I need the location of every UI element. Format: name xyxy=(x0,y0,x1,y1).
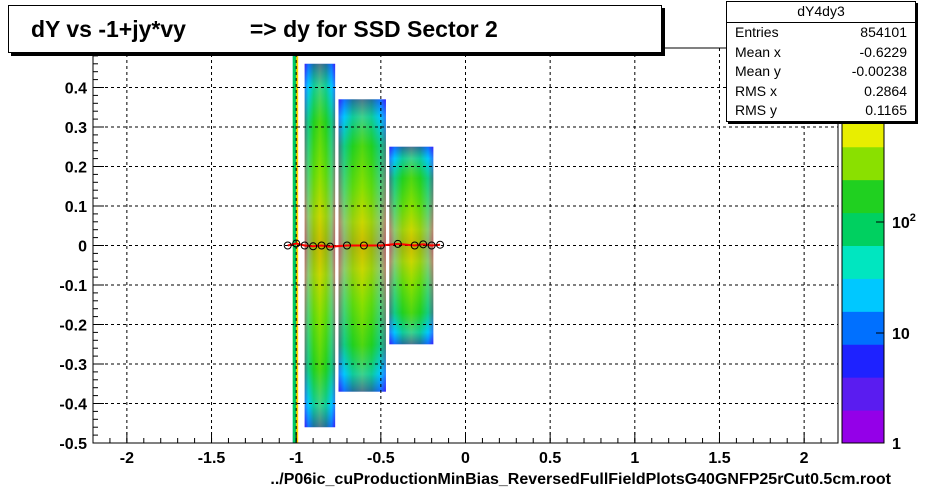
y-tick-label: -0.1 xyxy=(59,278,87,295)
stats-value: -0.6229 xyxy=(859,43,907,60)
x-axis-label: ../P06ic_cuProductionMinBias_ReversedFul… xyxy=(270,471,891,488)
title-box: dY vs -1+jy*vy => dy for SSD Sector 2 xyxy=(8,5,662,53)
profile-point xyxy=(342,241,351,250)
profile-point xyxy=(283,241,292,250)
profile-point xyxy=(309,242,318,251)
profile-point xyxy=(292,239,301,248)
stats-value: 854101 xyxy=(860,24,907,40)
palette-swatch xyxy=(842,179,884,214)
stats-value: 0.2864 xyxy=(864,82,907,99)
profile-point xyxy=(436,240,445,249)
heatmap-edge-bar xyxy=(292,48,298,443)
profile-point xyxy=(410,241,419,250)
stats-row-mean-y: Mean y -0.00238 xyxy=(727,62,915,82)
x-tick-label: -0.5 xyxy=(367,450,395,467)
z-tick-label: 102 xyxy=(892,212,916,232)
x-tick-label: 0 xyxy=(461,450,470,467)
axes: -2 -1.5 -1 -0.5 0 0.5 1 1.5 2 -0.5 -0.4 -0.3 -0.2 -0.… xyxy=(59,47,839,467)
profile-point xyxy=(326,242,335,251)
palette-swatch xyxy=(842,212,884,246)
x-tick-label: -1.5 xyxy=(198,450,226,467)
plot-title: dY vs -1+jy*vy => dy for SSD Sector 2 xyxy=(31,16,498,42)
palette-swatch xyxy=(842,311,884,345)
stats-label: RMS y xyxy=(735,102,777,118)
y-tick-label: 0.2 xyxy=(65,160,87,177)
y-tick-label: -0.5 xyxy=(59,436,87,453)
profile-line xyxy=(287,242,441,248)
grid-lines xyxy=(93,48,838,444)
palette-swatch xyxy=(842,245,884,279)
stats-row-rms-y: RMS y 0.1165 xyxy=(727,101,915,121)
stats-label: Mean y xyxy=(735,63,781,79)
y-tick-label: -0.4 xyxy=(59,397,87,414)
stats-label: Mean x xyxy=(735,43,781,60)
stats-label: RMS x xyxy=(735,82,777,99)
stats-name: dY4dy3 xyxy=(727,2,915,23)
y-tick-label: -0.3 xyxy=(59,357,87,374)
y-tick-label: 0.1 xyxy=(65,199,87,216)
z-tick-label: 1 xyxy=(892,436,901,453)
profile-point xyxy=(376,241,385,250)
x-tick-label: 0.5 xyxy=(539,450,561,467)
profile-point xyxy=(419,240,428,249)
palette-swatch xyxy=(842,278,884,312)
stats-box: dY4dy3 Entries 854101 Mean x -0.6229 Mea… xyxy=(726,1,916,122)
x-tick-label: 1 xyxy=(630,450,639,467)
profile-point xyxy=(300,241,309,250)
profile-point xyxy=(317,241,326,250)
palette-swatch xyxy=(842,377,884,411)
stats-row-entries: Entries 854101 xyxy=(727,23,915,43)
palette-swatch xyxy=(842,410,884,444)
y-tick-label: 0.4 xyxy=(65,81,87,98)
x-tick-label: 1.5 xyxy=(708,450,730,467)
stats-value: 0.1165 xyxy=(865,102,907,118)
profile-point xyxy=(393,239,402,248)
stats-label: Entries xyxy=(735,24,779,40)
y-tick-label: -0.2 xyxy=(59,318,87,335)
palette-swatch xyxy=(842,344,884,378)
x-tick-label: -1 xyxy=(289,450,303,467)
x-tick-label: 2 xyxy=(800,450,809,467)
profile-point xyxy=(427,241,436,250)
profile-point xyxy=(359,241,368,250)
y-tick-label: 0.3 xyxy=(65,120,87,137)
y-tick-label: 0 xyxy=(78,239,87,256)
palette-swatch xyxy=(842,146,884,181)
stats-row-rms-x: RMS x 0.2864 xyxy=(727,82,915,102)
stats-row-mean-x: Mean x -0.6229 xyxy=(727,43,915,63)
profile-markers xyxy=(283,239,445,251)
stats-value: -0.00238 xyxy=(851,63,907,79)
x-tick-label: -2 xyxy=(120,450,134,467)
z-tick-label: 10 xyxy=(892,326,910,343)
